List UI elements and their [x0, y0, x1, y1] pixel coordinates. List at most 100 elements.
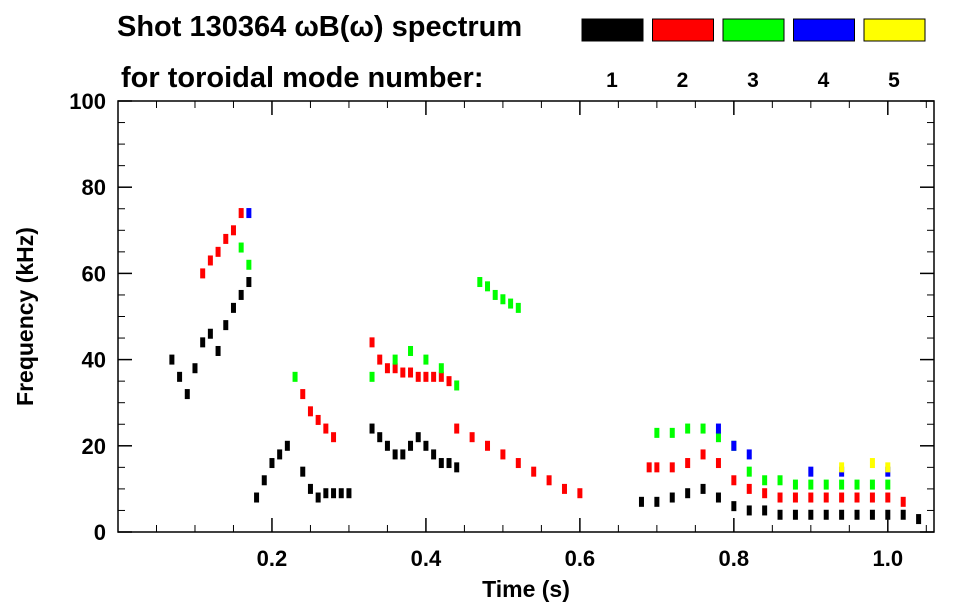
- data-point: [685, 423, 691, 434]
- data-point: [685, 488, 691, 499]
- data-point: [184, 389, 190, 400]
- data-point: [869, 458, 875, 469]
- data-point: [792, 492, 798, 503]
- data-point: [869, 479, 875, 490]
- plot-marks: [169, 208, 922, 525]
- series-mode-3: [238, 242, 891, 490]
- data-point: [792, 509, 798, 520]
- data-point: [438, 458, 444, 469]
- data-point: [854, 509, 860, 520]
- data-point: [307, 406, 313, 417]
- data-point: [731, 440, 737, 451]
- data-point: [254, 492, 260, 503]
- data-point: [200, 337, 206, 348]
- x-tick-label: 0.8: [719, 546, 750, 571]
- data-point: [454, 380, 460, 391]
- data-point: [177, 371, 183, 382]
- data-point: [384, 363, 390, 374]
- x-axis-label: Time (s): [482, 576, 570, 602]
- data-point: [446, 458, 452, 469]
- data-point: [230, 225, 236, 236]
- data-point: [238, 242, 244, 253]
- data-point: [561, 483, 567, 494]
- data-point: [731, 475, 737, 486]
- data-point: [762, 488, 768, 499]
- legend-swatch: [722, 18, 785, 42]
- data-point: [408, 345, 414, 356]
- axes: 0 20 40 60 80 100 0.2 0.4 0.6 0.8 1.0: [69, 89, 934, 571]
- data-point: [839, 492, 845, 503]
- data-point: [869, 509, 875, 520]
- data-point: [762, 505, 768, 516]
- data-point: [823, 479, 829, 490]
- data-point: [431, 449, 437, 460]
- y-tick-label: 0: [94, 520, 106, 545]
- data-point: [331, 432, 337, 443]
- data-point: [369, 423, 375, 434]
- data-point: [715, 492, 721, 503]
- data-point: [700, 483, 706, 494]
- data-point: [685, 458, 691, 469]
- data-point: [777, 475, 783, 486]
- data-point: [646, 462, 652, 473]
- data-point: [315, 492, 321, 503]
- x-tick-label: 0.4: [411, 546, 442, 571]
- data-point: [654, 427, 660, 438]
- data-point: [746, 466, 752, 477]
- data-point: [284, 440, 290, 451]
- data-point: [638, 496, 644, 507]
- data-point: [207, 255, 213, 266]
- data-point: [700, 449, 706, 460]
- data-point: [792, 479, 798, 490]
- data-point: [246, 259, 252, 270]
- data-point: [508, 298, 514, 309]
- data-point: [246, 277, 252, 288]
- data-point: [200, 268, 206, 279]
- legend-swatch: [793, 18, 855, 42]
- data-point: [438, 363, 444, 374]
- data-point: [746, 449, 752, 460]
- data-point: [808, 492, 814, 503]
- data-point: [223, 320, 229, 331]
- data-point: [654, 462, 660, 473]
- data-point: [654, 496, 660, 507]
- y-tick-label: 40: [82, 348, 106, 373]
- data-point: [669, 427, 675, 438]
- data-point: [300, 389, 306, 400]
- data-point: [400, 367, 406, 378]
- data-point: [408, 440, 414, 451]
- data-point: [246, 208, 252, 219]
- data-point: [885, 509, 891, 520]
- chart-subtitle: for toroidal mode number:: [121, 62, 484, 94]
- data-point: [515, 458, 521, 469]
- data-point: [369, 371, 375, 382]
- data-point: [277, 449, 283, 460]
- data-point: [315, 414, 321, 425]
- data-point: [215, 246, 221, 257]
- data-point: [808, 509, 814, 520]
- y-tick-label: 60: [82, 261, 106, 286]
- data-point: [469, 432, 475, 443]
- data-point: [192, 363, 198, 374]
- data-point: [839, 462, 845, 473]
- data-point: [854, 492, 860, 503]
- legend-swatch: [581, 18, 644, 42]
- data-point: [715, 432, 721, 443]
- legend-mode-number: 3: [747, 69, 759, 92]
- y-tick-label: 80: [82, 175, 106, 200]
- data-point: [546, 475, 552, 486]
- data-point: [485, 440, 491, 451]
- data-point: [477, 277, 483, 288]
- data-point: [808, 466, 814, 477]
- data-point: [492, 289, 498, 300]
- data-point: [500, 294, 506, 305]
- data-point: [392, 363, 398, 374]
- data-point: [762, 475, 768, 486]
- data-point: [392, 354, 398, 365]
- data-point: [700, 423, 706, 434]
- data-point: [777, 509, 783, 520]
- legend-swatch: [652, 18, 714, 42]
- data-point: [392, 449, 398, 460]
- data-point: [331, 488, 337, 499]
- data-point: [384, 440, 390, 451]
